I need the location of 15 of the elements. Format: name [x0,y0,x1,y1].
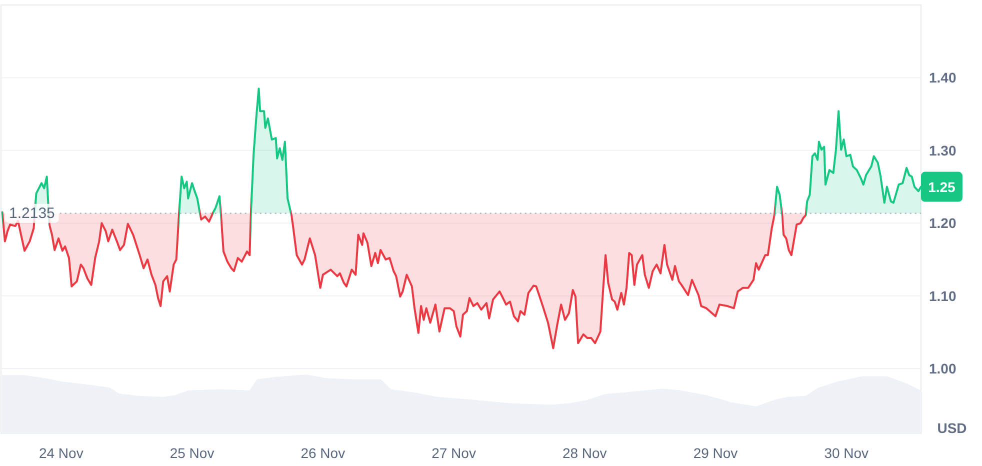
y-tick-label: 1.20 [929,215,956,232]
y-tick-label: 1.30 [929,142,956,158]
x-tick-label: 29 Nov [693,445,738,461]
y-tick-label: 1.10 [929,288,956,304]
x-tick-label: 26 Nov [300,445,346,461]
x-tick-label: 27 Nov [432,445,476,461]
annotation: 1.25 [928,178,956,195]
x-tick-label: 30 Nov [824,445,869,461]
ref-line-label: 1.2135 [9,204,55,222]
x-tick-label: 28 Nov [562,445,607,461]
y-axis-title: USD [937,420,967,436]
y-tick-label: 1.00 [929,360,956,377]
x-tick-label: 24 Nov [38,445,84,461]
x-tick-label: 25 Nov [170,445,214,461]
y-tick-label: 1.40 [929,70,956,86]
